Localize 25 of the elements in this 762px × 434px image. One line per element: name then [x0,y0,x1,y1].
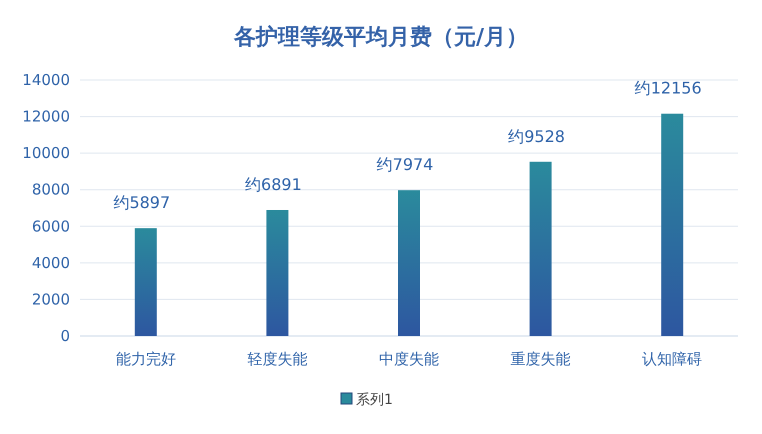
y-tick-label: 12000 [22,108,70,126]
data-label: 约9528 [508,126,565,146]
y-tick-label: 6000 [32,217,70,236]
x-tick-label: 认知障碍 [642,350,702,368]
y-tick-label: 0 [60,327,70,345]
bar [530,162,552,336]
data-label: 约12156 [634,78,702,98]
x-tick-label: 轻度失能 [247,350,308,368]
legend-label: 系列1 [356,392,393,408]
bar [398,190,420,336]
bar [134,228,157,336]
data-label: 约6891 [245,174,302,194]
chart-title: 各护理等级平均月费（元/月） [232,24,528,50]
x-tick-label: 中度失能 [379,350,439,368]
bar [266,210,288,336]
y-tick-label: 4000 [32,254,70,272]
y-tick-label: 2000 [32,290,70,308]
data-label: 约7974 [376,155,434,174]
x-tick-label: 能力完好 [116,350,176,368]
y-tick-label: 14000 [22,71,70,89]
y-tick-label: 8000 [32,180,70,199]
y-tick-label: 10000 [22,144,70,162]
x-tick-label: 重度失能 [510,350,571,368]
bar [661,114,684,336]
data-label: 约5897 [113,193,170,212]
